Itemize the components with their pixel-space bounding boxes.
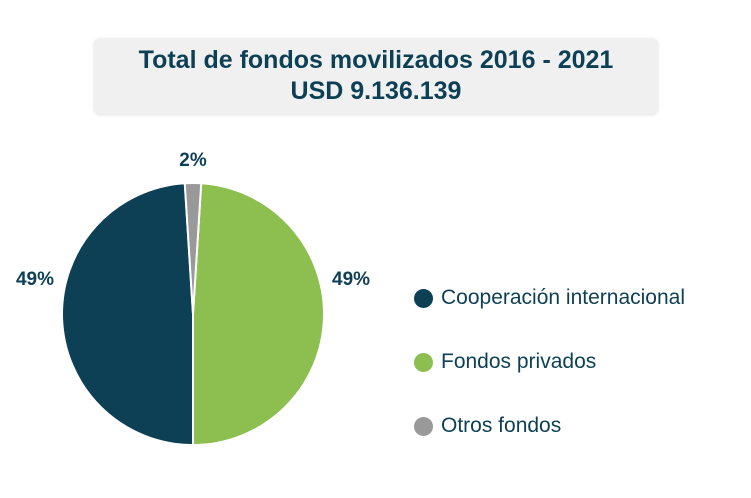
pie-label-2: 2% <box>179 150 207 171</box>
legend-swatch-otros-fondos <box>414 416 433 436</box>
legend-swatch-fondos-privados <box>414 352 433 372</box>
legend-label-otros-fondos: Otros fondos <box>441 414 562 437</box>
chart-title: Total de fondos movilizados 2016 - 2021 <box>138 46 614 74</box>
legend-label-cooperacion: Cooperación internacional <box>441 286 685 309</box>
pie-slice-1 <box>60 182 194 447</box>
pie-slice-2 <box>183 181 203 315</box>
pie-label-1: 49% <box>16 269 54 290</box>
chart-title-box: Total de fondos movilizados 2016 - 2021 … <box>94 38 658 114</box>
legend-item-otros-fondos: Otros fondos <box>414 408 685 444</box>
pie-label-0: 49% <box>332 269 370 290</box>
legend-item-fondos-privados: Fondos privados <box>414 344 685 380</box>
chart-legend: Cooperación internacional Fondos privado… <box>414 280 685 472</box>
legend-item-cooperacion: Cooperación internacional <box>414 280 685 316</box>
legend-label-fondos-privados: Fondos privados <box>441 350 597 373</box>
chart-subtitle: USD 9.136.139 <box>290 77 462 105</box>
legend-swatch-cooperacion <box>414 288 433 308</box>
pie-slice-0 <box>192 182 326 447</box>
